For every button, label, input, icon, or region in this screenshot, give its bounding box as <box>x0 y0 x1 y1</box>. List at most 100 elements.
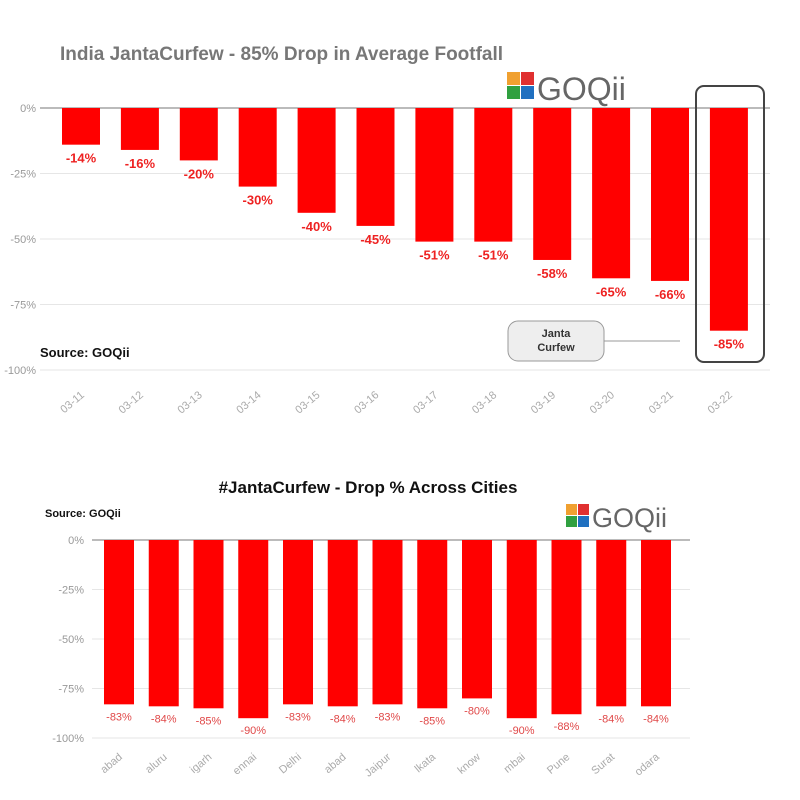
data-label: -83% <box>106 711 132 723</box>
data-label: -20% <box>184 166 215 181</box>
bar <box>596 540 627 707</box>
y-tick-label: -25% <box>10 169 36 181</box>
x-tick-label: lkata <box>413 751 439 776</box>
data-label: -83% <box>285 711 311 723</box>
bar <box>104 540 134 705</box>
x-tick-label: 03-12 <box>117 389 146 416</box>
bar <box>592 108 631 279</box>
bar <box>148 540 179 707</box>
x-tick-label: 03-21 <box>647 389 676 416</box>
bar <box>415 108 454 242</box>
x-tick-label: Surat <box>589 751 617 777</box>
data-label: -83% <box>375 711 401 723</box>
data-label: -45% <box>360 232 391 247</box>
x-tick-label: ennai <box>231 751 259 777</box>
x-tick-label: igarh <box>188 751 214 776</box>
x-tick-label: 03-20 <box>588 389 617 416</box>
logo-square <box>578 504 589 515</box>
logo-square <box>566 504 577 515</box>
bar <box>651 108 689 281</box>
chart2-title: #JantaCurfew - Drop % Across Cities <box>219 478 518 497</box>
y-tick-label: -75% <box>10 300 36 312</box>
data-label: -85% <box>714 337 745 352</box>
bar <box>193 540 224 709</box>
x-tick-label: know <box>456 751 483 777</box>
y-tick-label: -100% <box>52 733 84 745</box>
logo-square <box>507 86 520 99</box>
data-label: -84% <box>598 713 624 725</box>
bar <box>551 540 582 715</box>
chart1-source: Source: GOQii <box>40 345 130 360</box>
x-tick-label: 03-14 <box>234 389 263 416</box>
x-tick-label: 03-13 <box>175 389 204 416</box>
logo-square <box>578 516 589 527</box>
bar <box>462 540 492 699</box>
data-label: -16% <box>125 156 156 171</box>
data-label: -90% <box>509 725 535 737</box>
data-label: -51% <box>419 248 450 263</box>
bar <box>356 108 395 226</box>
logo-square <box>521 86 534 99</box>
bar <box>120 108 159 150</box>
chart1-logo-text: GOQii <box>537 71 626 107</box>
y-tick-label: 0% <box>20 103 36 115</box>
logo-square <box>566 516 577 527</box>
data-label: -66% <box>655 287 686 302</box>
x-tick-label: Pune <box>545 751 572 777</box>
bar <box>297 108 336 213</box>
x-tick-label: abad <box>322 751 348 776</box>
data-label: -85% <box>419 715 445 727</box>
data-label: -30% <box>243 193 274 208</box>
y-tick-label: -50% <box>10 234 36 246</box>
x-tick-label: 03-15 <box>293 389 322 416</box>
data-label: -51% <box>478 248 509 263</box>
data-label: -40% <box>301 219 332 234</box>
highlight-box <box>695 85 765 363</box>
bar <box>283 540 313 705</box>
annotation-line1: Janta <box>542 328 572 340</box>
chart2-logo: GOQii <box>566 503 667 533</box>
bar <box>709 108 748 331</box>
data-label: -84% <box>643 713 669 725</box>
y-tick-label: -50% <box>58 634 84 646</box>
chart2-logo-text: GOQii <box>592 503 667 533</box>
logo-square <box>507 72 520 85</box>
data-label: -14% <box>66 151 97 166</box>
data-label: -90% <box>240 725 266 737</box>
chart2-source: Source: GOQii <box>45 508 121 520</box>
x-tick-label: mbai <box>502 751 528 776</box>
x-tick-label: 03-18 <box>470 389 499 416</box>
bar <box>372 540 403 705</box>
data-label: -84% <box>330 713 356 725</box>
x-tick-label: odara <box>633 751 663 779</box>
bar <box>417 540 448 709</box>
bar <box>533 108 572 260</box>
x-tick-label: 03-16 <box>352 389 381 416</box>
x-tick-label: 03-22 <box>706 389 735 416</box>
x-tick-label: 03-11 <box>58 389 87 416</box>
x-tick-label: Jaipur <box>363 751 394 780</box>
bar <box>238 108 277 187</box>
bar <box>238 540 269 719</box>
annotation-callout <box>507 320 605 362</box>
bar <box>641 540 671 707</box>
x-tick-label: Delhi <box>277 751 304 776</box>
annotation-line2: Curfew <box>537 342 575 354</box>
data-label: -88% <box>554 721 580 733</box>
data-label: -80% <box>464 705 490 717</box>
chart1-logo: GOQii <box>507 71 626 107</box>
chart1-title: India JantaCurfew - 85% Drop in Average … <box>60 44 503 65</box>
bar <box>327 540 358 707</box>
bar <box>179 108 218 161</box>
data-label: -65% <box>596 284 627 299</box>
logo-square <box>521 72 534 85</box>
data-label: -85% <box>196 715 222 727</box>
bar <box>474 108 513 242</box>
data-label: -58% <box>537 266 568 281</box>
bar <box>62 108 100 145</box>
y-tick-label: -75% <box>58 684 84 696</box>
x-tick-label: abad <box>98 751 124 776</box>
bar <box>506 540 537 719</box>
x-tick-label: aluru <box>143 751 169 776</box>
